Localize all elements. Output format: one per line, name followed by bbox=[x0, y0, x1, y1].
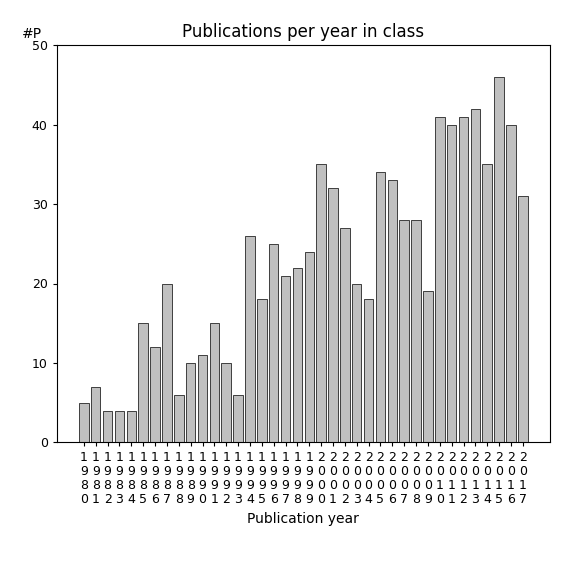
Bar bbox=[518, 196, 527, 442]
Bar bbox=[198, 355, 208, 442]
Bar bbox=[91, 387, 100, 442]
Bar bbox=[186, 363, 196, 442]
Bar bbox=[222, 363, 231, 442]
Bar bbox=[293, 268, 302, 442]
Bar bbox=[257, 299, 266, 442]
Bar bbox=[304, 252, 314, 442]
Bar bbox=[388, 180, 397, 442]
Bar bbox=[174, 395, 184, 442]
Bar bbox=[411, 220, 421, 442]
Bar bbox=[506, 125, 516, 442]
Bar bbox=[435, 117, 445, 442]
Bar bbox=[328, 188, 338, 442]
Bar bbox=[483, 164, 492, 442]
Text: #P: #P bbox=[22, 27, 43, 41]
Bar bbox=[79, 403, 88, 442]
Bar bbox=[471, 109, 480, 442]
Bar bbox=[399, 220, 409, 442]
Bar bbox=[126, 411, 136, 442]
Bar bbox=[494, 77, 504, 442]
Bar bbox=[423, 291, 433, 442]
Bar bbox=[316, 164, 326, 442]
Bar bbox=[281, 276, 290, 442]
Title: Publications per year in class: Publications per year in class bbox=[182, 23, 425, 41]
Bar bbox=[459, 117, 468, 442]
Bar bbox=[340, 228, 350, 442]
Bar bbox=[234, 395, 243, 442]
Bar bbox=[376, 172, 385, 442]
Bar bbox=[210, 323, 219, 442]
Bar bbox=[364, 299, 373, 442]
Bar bbox=[447, 125, 456, 442]
X-axis label: Publication year: Publication year bbox=[247, 512, 359, 526]
Bar bbox=[352, 284, 362, 442]
Bar bbox=[138, 323, 148, 442]
Bar bbox=[245, 236, 255, 442]
Bar bbox=[162, 284, 172, 442]
Bar bbox=[103, 411, 112, 442]
Bar bbox=[115, 411, 124, 442]
Bar bbox=[150, 347, 160, 442]
Bar bbox=[269, 244, 278, 442]
